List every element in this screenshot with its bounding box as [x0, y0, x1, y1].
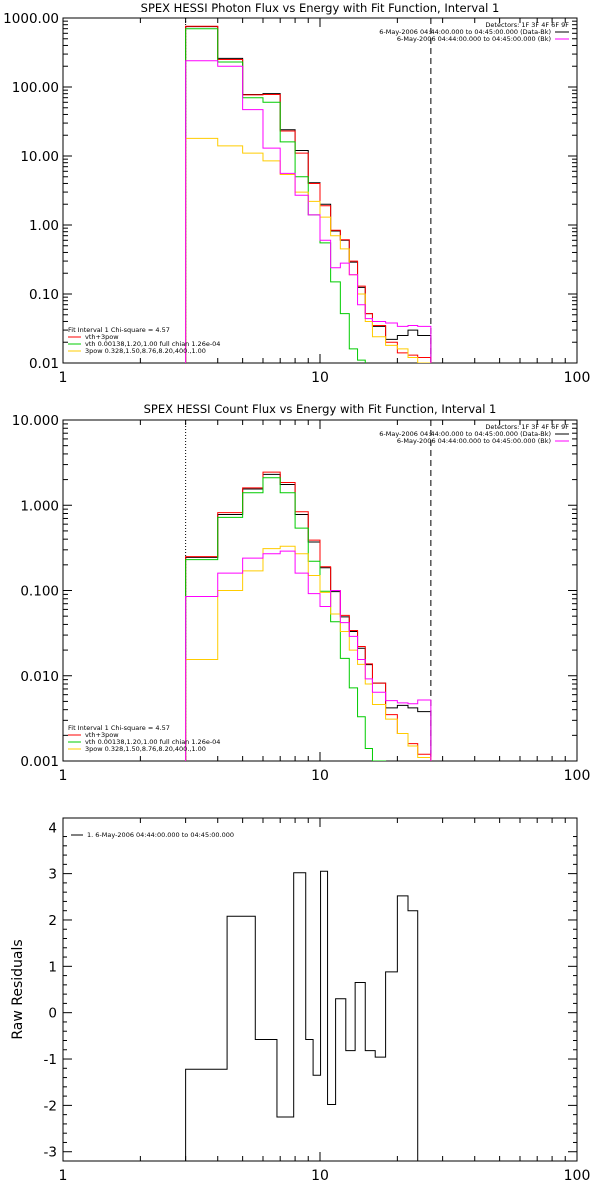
series-line-3	[185, 477, 387, 761]
y-tick-label: 0.01	[29, 356, 59, 372]
chart-title: SPEX HESSI Count Flux vs Energy with Fit…	[144, 402, 497, 416]
y-axis: 0.01 0.10 1.00 10.00 100.00 1000.00	[3, 11, 577, 372]
y-tick-label: 1	[48, 959, 57, 975]
legend-top-entry: 6-May-2006 04:44:00.000 to 04:45:00.000 …	[379, 28, 551, 36]
series-group	[185, 471, 432, 761]
y-tick-label: 1000.00	[3, 11, 59, 27]
detectors-label: Detectors: 1F 3F 4F 6F 9F	[485, 21, 569, 29]
chart-1: SPEX HESSI Photon Flux vs Energy with Fi…	[3, 1, 590, 386]
chart-2: SPEX HESSI Count Flux vs Energy with Fit…	[12, 402, 591, 784]
y-tick-label: -3	[44, 1145, 57, 1161]
legend-bottom-entry: vth 0.00138,1.20,1.00 full chian 1.26e-0…	[85, 738, 220, 746]
series-line-1	[185, 870, 419, 1161]
legend-top-entry: 6-May-2006 04:44:00.000 to 04:45:00.000 …	[397, 437, 551, 445]
y-tick-label: 0.10	[29, 287, 59, 303]
legend-top-entry: 6-May-2006 04:44:00.000 to 04:45:00.000 …	[379, 430, 551, 438]
legend-bottom-entry: 3pow 0.328,1.50,8.76,8.20,400.,1.00	[85, 347, 206, 355]
x-tick-label: 1	[59, 1168, 68, 1184]
y-tick-label: 1.00	[29, 218, 59, 234]
residual-legend-entry: 1. 6-May-2006 04:44:00.000 to 04:45:00.0…	[87, 831, 234, 839]
y-axis-label: Raw Residuals	[10, 939, 26, 1039]
chart-title: SPEX HESSI Photon Flux vs Energy with Fi…	[141, 1, 500, 15]
x-axis: 1 10 100	[59, 818, 591, 1184]
legend-top-entry: 6-May-2006 04:44:00.000 to 04:45:00.000 …	[397, 35, 551, 43]
y-tick-label: 100.00	[12, 80, 59, 96]
y-tick-label: 0.010	[20, 669, 59, 685]
legend-bottom-entry: vth+3pow	[85, 333, 119, 341]
x-tick-label: 100	[564, 1168, 591, 1184]
legend-bottom-entry: 3pow 0.328,1.50,8.76,8.20,400.,1.00	[85, 745, 206, 753]
y-tick-label: 0.001	[20, 754, 59, 770]
series-line-5	[185, 60, 432, 363]
legend-bottom-entry: vth 0.00138,1.20,1.00 full chian 1.26e-0…	[85, 340, 220, 348]
y-tick-label: 0	[48, 1006, 57, 1022]
y-tick-label: 2	[48, 913, 57, 929]
y-tick-label: 10.000	[12, 413, 59, 429]
x-tick-label: 1	[59, 768, 68, 784]
x-tick-label: 100	[564, 370, 591, 386]
series-line-5	[185, 550, 432, 761]
series-group	[185, 870, 419, 1161]
x-tick-label: 10	[311, 768, 329, 784]
y-tick-label: 3	[48, 867, 57, 883]
x-tick-label: 10	[311, 1168, 329, 1184]
series-line-3	[185, 28, 366, 363]
series-group	[185, 25, 432, 363]
fit-header: Fit Interval 1 Chi-square = 4.57	[68, 724, 170, 732]
plot-frame	[62, 817, 578, 1162]
x-tick-label: 100	[564, 768, 591, 784]
y-tick-label: 4	[48, 820, 57, 836]
legend-bottom-entry: vth+3pow	[85, 731, 119, 739]
series-line-2	[185, 25, 432, 363]
detectors-label: Detectors: 1F 3F 4F 6F 9F	[485, 423, 569, 431]
y-tick-label: 1.000	[20, 498, 59, 514]
x-axis: 1 10 100	[59, 420, 591, 784]
y-tick-label: -1	[44, 1052, 57, 1068]
y-tick-label: 0.100	[20, 584, 59, 600]
y-tick-label: -2	[44, 1098, 57, 1114]
fit-header: Fit Interval 1 Chi-square = 4.57	[68, 326, 170, 334]
x-axis: 1 10 100	[59, 18, 591, 386]
y-axis: -3 -2 -1 0 1 2 3 4 Raw Residuals	[10, 820, 577, 1161]
series-line-4	[185, 137, 432, 363]
chart-3: 1 10 100 -3 -2 -1 0 1 2 3 4 Raw Residuals 1. 6-May-2…	[10, 817, 591, 1184]
y-tick-label: 10.00	[20, 149, 59, 165]
x-tick-label: 1	[59, 370, 68, 386]
series-line-2	[185, 471, 432, 761]
y-axis: 0.001 0.010 0.100 1.000 10.000	[12, 413, 577, 770]
x-tick-label: 10	[311, 370, 329, 386]
